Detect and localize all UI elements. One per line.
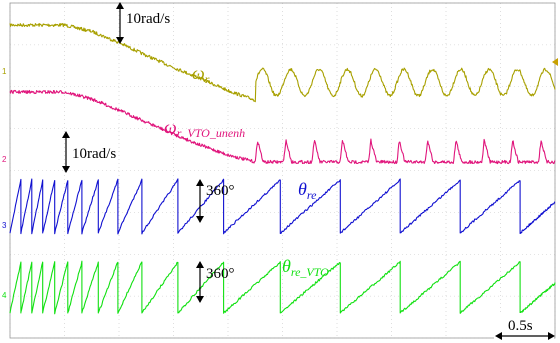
series-label-theta-re-vto: θre_VTO <box>282 256 329 279</box>
speed-scale-label-1: 10rad/s <box>126 11 170 27</box>
speed-scale-annotation-2: 10rad/s <box>62 131 116 173</box>
series-label-omega-r-vto-unenh: ωr_VTO_unenh <box>164 117 245 140</box>
series-line-omega-r-vto-unenh <box>9 89 556 165</box>
series-label-theta-re: θre <box>298 179 317 202</box>
speed-scale-annotation-1: 10rad/s <box>116 2 170 44</box>
channel-marker-3: 3 <box>2 221 7 230</box>
channel-marker-2: 2 <box>2 155 7 164</box>
time-scale-label: 0.5s <box>508 318 533 334</box>
series-line-omega-r <box>9 23 556 103</box>
series-line-theta-re-vto <box>9 260 556 315</box>
angle-scale-annotation-2: 360° <box>196 261 235 303</box>
channel-marker-1: 1 <box>2 67 7 76</box>
series-line-theta-re <box>9 178 556 235</box>
chart-frame <box>9 2 556 339</box>
channel-marker-4: 4 <box>2 291 7 300</box>
trigger-level-marker <box>552 58 558 66</box>
chart-grid <box>9 2 556 339</box>
angle-scale-annotation-1: 360° <box>196 179 235 223</box>
chart-traces <box>9 23 556 315</box>
speed-scale-label-2: 10rad/s <box>72 146 116 162</box>
angle-scale-label-1: 360° <box>206 183 235 199</box>
series-label-omega-r: ωr <box>192 63 210 86</box>
angle-scale-label-2: 360° <box>206 266 235 282</box>
time-scale-annotation: 0.5s <box>494 313 555 340</box>
